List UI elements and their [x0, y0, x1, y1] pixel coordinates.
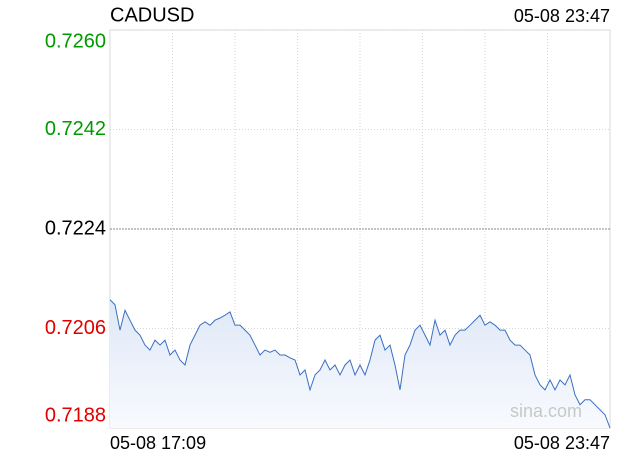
timestamp: 05-08 23:47	[514, 6, 610, 26]
chart-title: CADUSD	[110, 4, 194, 26]
price-line	[109, 299, 611, 429]
x-tick-label: 05-08 23:47	[514, 433, 610, 453]
y-tick-label: 0.7224	[45, 217, 106, 239]
y-tick-label: 0.7260	[45, 30, 106, 52]
x-tick-label: 05-08 17:09	[110, 433, 206, 453]
area	[110, 299, 610, 428]
y-tick-label: 0.7242	[45, 118, 106, 140]
watermark: sina.com	[510, 401, 582, 421]
y-tick-label: 0.7188	[45, 404, 106, 426]
y-tick-label: 0.7206	[45, 317, 106, 339]
